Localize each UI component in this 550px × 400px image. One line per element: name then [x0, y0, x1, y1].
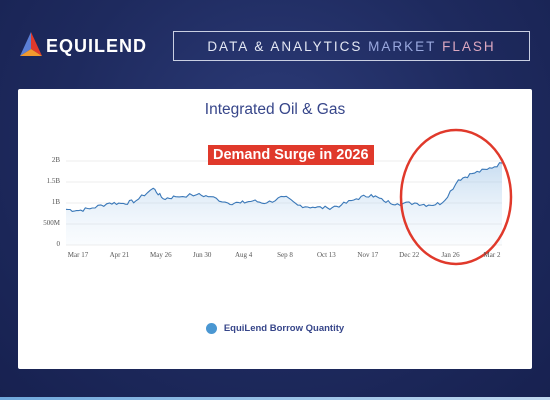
y-tick-label: 1B: [51, 198, 60, 206]
series-line: [65, 162, 503, 213]
x-tick-label: Mar 17: [67, 251, 89, 259]
bottom-accent-bar: [0, 397, 550, 400]
x-tick-label: Jan 26: [441, 251, 460, 259]
x-tick-label: Apr 21: [109, 251, 130, 259]
banner-word-market: MARKET: [368, 38, 437, 54]
x-tick-label: Oct 13: [316, 251, 336, 259]
banner-word-flash: FLASH: [442, 38, 496, 54]
demand-surge-annotation: Demand Surge in 2026: [208, 145, 374, 165]
equilend-logo: EQUILEND: [20, 30, 160, 60]
legend-marker: [205, 323, 217, 334]
surge-highlight-circle: [399, 128, 513, 266]
x-tick-label: Dec 22: [399, 251, 420, 259]
y-tick-label: 500M: [43, 219, 60, 227]
x-tick-label: Jun 30: [192, 251, 212, 259]
x-tick-label: Sep 8: [277, 251, 293, 259]
chart-legend: EquiLend Borrow Quantity: [18, 323, 532, 334]
y-tick-label: 1.5B: [46, 177, 60, 185]
brand-name: EQUILEND: [46, 36, 148, 56]
legend-label: EquiLend Borrow Quantity: [223, 323, 345, 334]
market-flash-banner: DATA & ANALYTICS MARKET FLASH: [173, 31, 530, 61]
chart-card: Integrated Oil & Gas 2B 1.5B 1B 500M 0 Mar 1…: [18, 89, 532, 369]
x-tick-label: Nov 17: [357, 251, 379, 259]
y-tick-label: 2B: [51, 156, 60, 164]
y-axis-labels: 2B 1.5B 1B 500M 0: [18, 89, 532, 369]
chart-title: Integrated Oil & Gas: [204, 101, 346, 118]
x-tick-label: May 26: [150, 251, 172, 259]
series-area-fill: [66, 162, 502, 245]
chart-plot: [65, 128, 513, 266]
equilend-logo-mark-icon: [20, 32, 42, 56]
x-tick-label: Mar 2: [483, 251, 501, 259]
x-tick-label: Aug 4: [234, 251, 253, 259]
banner-word-data-analytics: DATA & ANALYTICS: [207, 38, 363, 54]
y-tick-label: 0: [56, 240, 61, 248]
x-axis-labels: Mar 17 Apr 21 May 26 Jun 30 Aug 4 Sep 8 Oct 13…: [18, 89, 532, 369]
